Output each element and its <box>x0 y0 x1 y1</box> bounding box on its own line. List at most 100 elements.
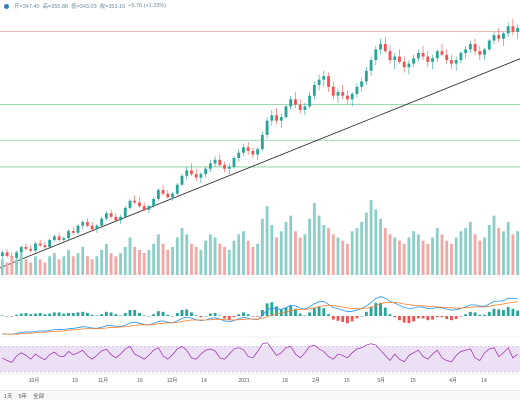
volume-bar <box>180 228 184 275</box>
candle-body <box>459 52 463 61</box>
volume-bar <box>322 225 326 275</box>
ohlc-change: +5.76 (+1.33%) <box>128 3 167 9</box>
volume-bar <box>331 234 335 275</box>
macd-histogram-bar <box>123 313 127 316</box>
macd-histogram-bar <box>48 313 52 316</box>
volume-bar <box>104 243 108 275</box>
candle-body <box>180 175 184 185</box>
macd-histogram-bar <box>464 314 468 316</box>
volume-bar <box>114 256 118 275</box>
macd-histogram-bar <box>180 310 184 316</box>
candle-body <box>336 92 340 96</box>
volume-bar <box>15 259 18 275</box>
macd-histogram-bar <box>81 311 85 316</box>
macd-histogram-bar <box>275 306 278 316</box>
candle-body <box>511 26 515 32</box>
volume-bar <box>294 231 297 275</box>
interval-all-button[interactable]: 全部 <box>33 393 45 400</box>
candle-body <box>208 163 212 169</box>
volume-bar <box>355 228 359 275</box>
macd-histogram-bar <box>190 312 193 316</box>
volume-bar <box>511 234 515 275</box>
volume-bar <box>81 246 85 275</box>
volume-bar <box>218 243 222 275</box>
x-tick-label: 3月 <box>377 378 385 384</box>
volume-bar <box>223 246 226 275</box>
x-tick-label: 16 <box>137 378 143 384</box>
volume-bar <box>0 259 4 275</box>
candle-body <box>199 174 203 178</box>
volume-bar <box>76 253 80 275</box>
volume-bar <box>19 253 23 275</box>
macd-histogram-bar <box>10 316 14 317</box>
x-tick-label: 2021 <box>238 378 249 384</box>
macd-histogram-bar <box>346 316 349 324</box>
volume-bar <box>213 237 217 275</box>
volume-bar <box>412 231 416 275</box>
volume-bar <box>38 259 42 275</box>
volume-bar <box>336 237 340 275</box>
candle-body <box>289 99 293 107</box>
volume-bar <box>128 237 132 275</box>
candle-body <box>152 198 156 207</box>
candle-body <box>445 54 449 61</box>
macd-histogram-bar <box>86 313 89 316</box>
candle-body <box>383 44 387 52</box>
candle-body <box>95 225 99 230</box>
macd-histogram-bar <box>175 313 179 316</box>
rsi-line <box>2 342 518 363</box>
candle-body <box>364 70 368 82</box>
macd-histogram-bar <box>208 313 212 316</box>
macd-histogram-bar <box>213 313 217 316</box>
candle-body <box>0 252 4 256</box>
volume-bar <box>279 231 283 275</box>
ohlc-high: 高=355.88 <box>42 4 69 10</box>
candle-body <box>242 147 245 153</box>
interval-5y-button[interactable]: 5年 <box>18 393 28 400</box>
volume-bar <box>90 259 94 275</box>
candle-body <box>104 213 108 219</box>
candle-body <box>464 49 468 53</box>
candle-body <box>204 168 208 175</box>
macd-histogram-bar <box>138 313 141 316</box>
volume-bar <box>86 256 89 275</box>
candle-body <box>317 79 321 86</box>
volume-bar <box>260 218 264 275</box>
candle-body <box>270 115 274 121</box>
candle-body <box>109 213 113 217</box>
ohlc-open: 开=347.40 <box>14 4 40 10</box>
macd-dif-line <box>2 296 518 335</box>
candle-body <box>369 60 373 71</box>
macd-histogram-bar <box>416 316 420 319</box>
macd-histogram-bar <box>298 313 302 316</box>
macd-histogram-bar <box>360 316 364 317</box>
macd-histogram-bar <box>62 313 66 316</box>
candle-body <box>412 58 416 64</box>
candle-body <box>279 117 283 121</box>
volume-bar <box>29 262 33 275</box>
macd-histogram-bar <box>227 316 231 320</box>
macd-histogram-bar <box>327 314 330 316</box>
interval-1d-button[interactable]: 1天 <box>4 393 13 400</box>
macd-histogram-bar <box>502 310 505 316</box>
candle-body <box>237 152 241 159</box>
volume-bar <box>237 234 241 275</box>
macd-histogram-bar <box>312 308 316 316</box>
x-tick-label: 2月 <box>312 378 320 384</box>
x-tick-label: 15 <box>410 378 416 384</box>
volume-bar <box>374 209 378 275</box>
volume-bar <box>492 215 496 275</box>
candle-body <box>232 158 236 167</box>
macd-histogram-bar <box>232 316 236 318</box>
volume-bar <box>156 234 160 275</box>
volume-bar <box>10 256 14 275</box>
candle-body <box>175 184 179 194</box>
volume-bar <box>204 240 208 275</box>
macd-histogram-bar <box>506 307 510 316</box>
macd-histogram-bar <box>516 310 520 316</box>
macd-histogram-bar <box>450 316 453 321</box>
x-tick-label: 19 <box>72 378 78 384</box>
candle-body <box>284 106 288 118</box>
x-tick-label: 11月 <box>98 378 108 384</box>
